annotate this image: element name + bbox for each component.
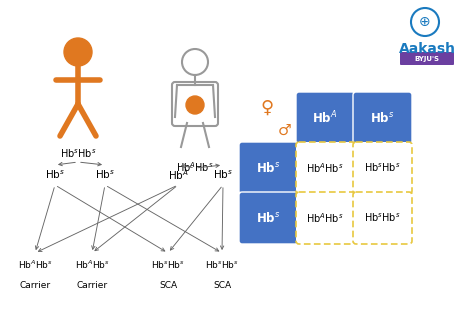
Text: Aakash: Aakash [399, 42, 456, 56]
Text: ♀: ♀ [260, 99, 273, 117]
Text: SCA: SCA [159, 280, 177, 289]
Text: Hb$^s$: Hb$^s$ [95, 169, 115, 181]
Text: Hb$^A$Hb$^s$: Hb$^A$Hb$^s$ [306, 161, 344, 175]
Circle shape [64, 38, 92, 66]
Circle shape [186, 96, 204, 114]
Text: Hb$^A$Hb$^s$: Hb$^A$Hb$^s$ [176, 160, 214, 174]
Text: Hb$^s$Hb$^s$: Hb$^s$Hb$^s$ [151, 260, 185, 270]
FancyBboxPatch shape [296, 92, 355, 144]
Text: Hb$^s$Hb$^s$: Hb$^s$Hb$^s$ [364, 162, 400, 174]
Text: Hb$^s$: Hb$^s$ [45, 169, 65, 181]
Text: Carrier: Carrier [76, 280, 108, 289]
Text: ♂: ♂ [278, 123, 292, 137]
Text: SCA: SCA [213, 280, 231, 289]
Text: Carrier: Carrier [19, 280, 51, 289]
FancyBboxPatch shape [353, 92, 412, 144]
Text: Hb$^A$: Hb$^A$ [312, 110, 337, 126]
FancyBboxPatch shape [400, 52, 454, 65]
Text: Hb$^A$Hb$^s$: Hb$^A$Hb$^s$ [74, 259, 109, 271]
Text: Hb$^s$: Hb$^s$ [213, 169, 233, 181]
Text: Hb$^s$Hb$^s$: Hb$^s$Hb$^s$ [205, 260, 239, 270]
FancyBboxPatch shape [239, 192, 298, 244]
FancyBboxPatch shape [239, 142, 298, 194]
Text: Hb$^s$Hb$^s$: Hb$^s$Hb$^s$ [60, 148, 96, 160]
Text: BYJU'S: BYJU'S [414, 56, 439, 62]
Text: Hb$^s$: Hb$^s$ [370, 111, 394, 125]
Text: ⊕: ⊕ [419, 15, 431, 29]
FancyBboxPatch shape [296, 192, 355, 244]
FancyBboxPatch shape [296, 142, 355, 194]
Text: Hb$^s$: Hb$^s$ [256, 211, 280, 225]
Text: Hb$^A$Hb$^s$: Hb$^A$Hb$^s$ [18, 259, 53, 271]
Text: Hb$^s$: Hb$^s$ [256, 161, 280, 175]
Text: Hb$^A$Hb$^s$: Hb$^A$Hb$^s$ [306, 211, 344, 225]
FancyBboxPatch shape [353, 192, 412, 244]
FancyBboxPatch shape [353, 142, 412, 194]
Text: Hb$^s$Hb$^s$: Hb$^s$Hb$^s$ [364, 212, 400, 224]
Text: Hb$^A$: Hb$^A$ [167, 168, 189, 182]
